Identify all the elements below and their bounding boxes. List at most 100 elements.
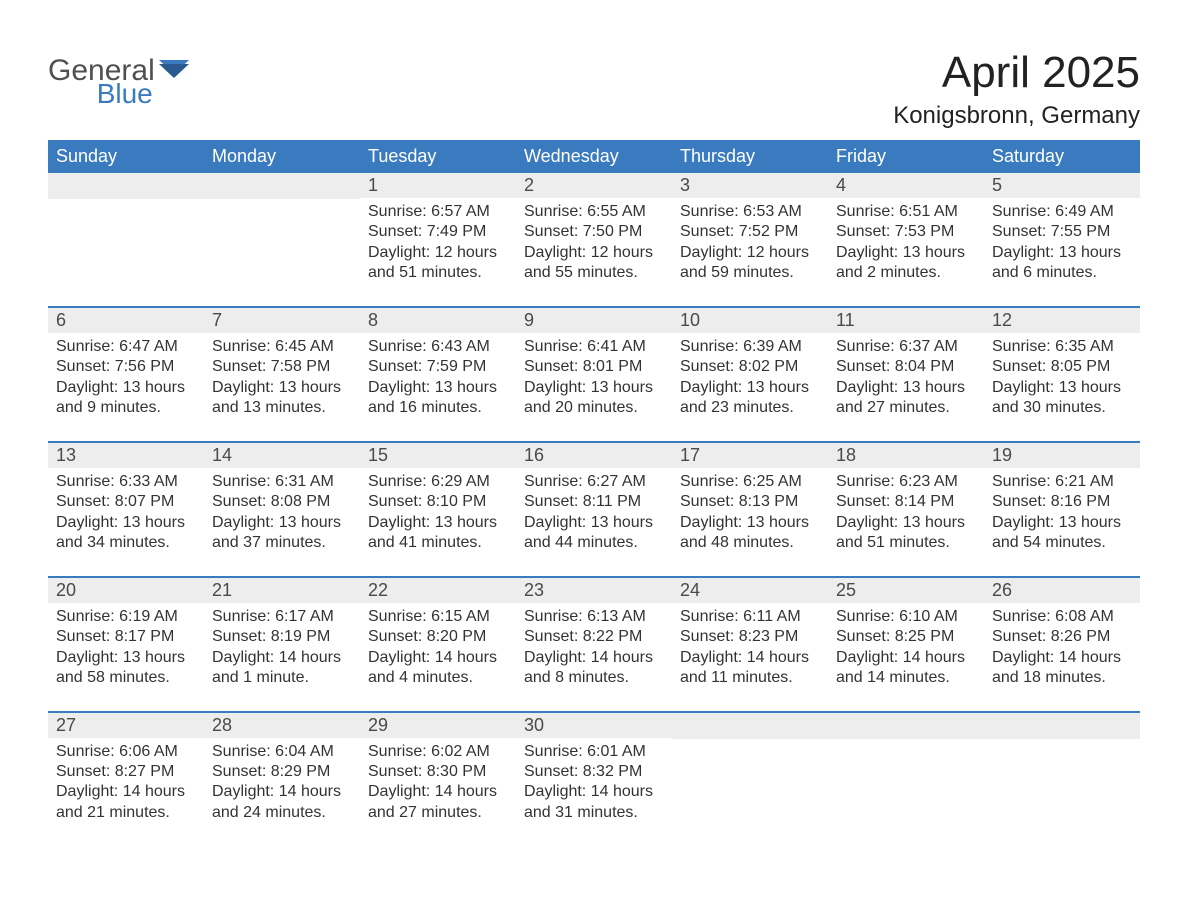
weekday-header: Sunday bbox=[48, 140, 204, 173]
day-number: 2 bbox=[516, 173, 672, 198]
day-details: Sunrise: 6:41 AMSunset: 8:01 PMDaylight:… bbox=[516, 333, 672, 419]
sunrise-text: Sunrise: 6:47 AM bbox=[56, 337, 196, 357]
day-number: 26 bbox=[984, 578, 1140, 603]
sunrise-text: Sunrise: 6:04 AM bbox=[212, 742, 352, 762]
sunset-text: Sunset: 8:04 PM bbox=[836, 357, 976, 377]
weeks-container: 1Sunrise: 6:57 AMSunset: 7:49 PMDaylight… bbox=[48, 173, 1140, 835]
daylight-text: Daylight: 13 hours and 48 minutes. bbox=[680, 513, 820, 554]
daylight-text: Daylight: 14 hours and 1 minute. bbox=[212, 648, 352, 689]
calendar-cell bbox=[672, 713, 828, 836]
sunset-text: Sunset: 8:05 PM bbox=[992, 357, 1132, 377]
daylight-text: Daylight: 14 hours and 14 minutes. bbox=[836, 648, 976, 689]
day-number bbox=[204, 173, 360, 199]
day-number-row: 6 bbox=[48, 308, 204, 333]
daylight-text: Daylight: 13 hours and 30 minutes. bbox=[992, 378, 1132, 419]
day-number: 15 bbox=[360, 443, 516, 468]
calendar-cell: 2Sunrise: 6:55 AMSunset: 7:50 PMDaylight… bbox=[516, 173, 672, 296]
calendar-cell: 11Sunrise: 6:37 AMSunset: 8:04 PMDayligh… bbox=[828, 308, 984, 431]
sunrise-text: Sunrise: 6:10 AM bbox=[836, 607, 976, 627]
sunset-text: Sunset: 8:27 PM bbox=[56, 762, 196, 782]
day-number-row: 17 bbox=[672, 443, 828, 468]
day-details: Sunrise: 6:06 AMSunset: 8:27 PMDaylight:… bbox=[48, 738, 204, 824]
weekday-header: Thursday bbox=[672, 140, 828, 173]
day-details: Sunrise: 6:13 AMSunset: 8:22 PMDaylight:… bbox=[516, 603, 672, 689]
sunset-text: Sunset: 8:16 PM bbox=[992, 492, 1132, 512]
sunset-text: Sunset: 8:23 PM bbox=[680, 627, 820, 647]
day-number: 19 bbox=[984, 443, 1140, 468]
calendar-week: 20Sunrise: 6:19 AMSunset: 8:17 PMDayligh… bbox=[48, 576, 1140, 701]
daylight-text: Daylight: 12 hours and 51 minutes. bbox=[368, 243, 508, 284]
calendar-cell: 21Sunrise: 6:17 AMSunset: 8:19 PMDayligh… bbox=[204, 578, 360, 701]
sunset-text: Sunset: 8:13 PM bbox=[680, 492, 820, 512]
calendar-cell: 30Sunrise: 6:01 AMSunset: 8:32 PMDayligh… bbox=[516, 713, 672, 836]
day-details: Sunrise: 6:29 AMSunset: 8:10 PMDaylight:… bbox=[360, 468, 516, 554]
sunset-text: Sunset: 7:52 PM bbox=[680, 222, 820, 242]
sunrise-text: Sunrise: 6:55 AM bbox=[524, 202, 664, 222]
day-number bbox=[672, 713, 828, 739]
day-number-row: 11 bbox=[828, 308, 984, 333]
day-details: Sunrise: 6:37 AMSunset: 8:04 PMDaylight:… bbox=[828, 333, 984, 419]
day-details: Sunrise: 6:43 AMSunset: 7:59 PMDaylight:… bbox=[360, 333, 516, 419]
day-number-row: 10 bbox=[672, 308, 828, 333]
day-details: Sunrise: 6:55 AMSunset: 7:50 PMDaylight:… bbox=[516, 198, 672, 284]
sunset-text: Sunset: 7:59 PM bbox=[368, 357, 508, 377]
daylight-text: Daylight: 13 hours and 37 minutes. bbox=[212, 513, 352, 554]
sunrise-text: Sunrise: 6:23 AM bbox=[836, 472, 976, 492]
day-number: 12 bbox=[984, 308, 1140, 333]
daylight-text: Daylight: 14 hours and 11 minutes. bbox=[680, 648, 820, 689]
day-number: 28 bbox=[204, 713, 360, 738]
calendar-cell: 18Sunrise: 6:23 AMSunset: 8:14 PMDayligh… bbox=[828, 443, 984, 566]
sunrise-text: Sunrise: 6:57 AM bbox=[368, 202, 508, 222]
sunrise-text: Sunrise: 6:35 AM bbox=[992, 337, 1132, 357]
day-details: Sunrise: 6:23 AMSunset: 8:14 PMDaylight:… bbox=[828, 468, 984, 554]
day-number-row: 5 bbox=[984, 173, 1140, 198]
day-details: Sunrise: 6:33 AMSunset: 8:07 PMDaylight:… bbox=[48, 468, 204, 554]
day-number-row: 2 bbox=[516, 173, 672, 198]
sunset-text: Sunset: 8:32 PM bbox=[524, 762, 664, 782]
day-number: 3 bbox=[672, 173, 828, 198]
daylight-text: Daylight: 13 hours and 16 minutes. bbox=[368, 378, 508, 419]
day-details: Sunrise: 6:01 AMSunset: 8:32 PMDaylight:… bbox=[516, 738, 672, 824]
calendar-week: 27Sunrise: 6:06 AMSunset: 8:27 PMDayligh… bbox=[48, 711, 1140, 836]
day-details: Sunrise: 6:11 AMSunset: 8:23 PMDaylight:… bbox=[672, 603, 828, 689]
sunset-text: Sunset: 8:19 PM bbox=[212, 627, 352, 647]
daylight-text: Daylight: 14 hours and 27 minutes. bbox=[368, 782, 508, 823]
daylight-text: Daylight: 12 hours and 55 minutes. bbox=[524, 243, 664, 284]
sunrise-text: Sunrise: 6:13 AM bbox=[524, 607, 664, 627]
calendar-cell: 24Sunrise: 6:11 AMSunset: 8:23 PMDayligh… bbox=[672, 578, 828, 701]
sunrise-text: Sunrise: 6:37 AM bbox=[836, 337, 976, 357]
calendar-cell: 14Sunrise: 6:31 AMSunset: 8:08 PMDayligh… bbox=[204, 443, 360, 566]
sunset-text: Sunset: 8:11 PM bbox=[524, 492, 664, 512]
sunset-text: Sunset: 8:14 PM bbox=[836, 492, 976, 512]
daylight-text: Daylight: 14 hours and 18 minutes. bbox=[992, 648, 1132, 689]
calendar-week: 1Sunrise: 6:57 AMSunset: 7:49 PMDaylight… bbox=[48, 173, 1140, 296]
day-number-row: 27 bbox=[48, 713, 204, 738]
daylight-text: Daylight: 13 hours and 9 minutes. bbox=[56, 378, 196, 419]
day-details: Sunrise: 6:15 AMSunset: 8:20 PMDaylight:… bbox=[360, 603, 516, 689]
daylight-text: Daylight: 14 hours and 21 minutes. bbox=[56, 782, 196, 823]
day-details: Sunrise: 6:51 AMSunset: 7:53 PMDaylight:… bbox=[828, 198, 984, 284]
day-number-row: 19 bbox=[984, 443, 1140, 468]
calendar-week: 6Sunrise: 6:47 AMSunset: 7:56 PMDaylight… bbox=[48, 306, 1140, 431]
day-number-row: 1 bbox=[360, 173, 516, 198]
day-number: 8 bbox=[360, 308, 516, 333]
month-title: April 2025 bbox=[893, 48, 1140, 98]
day-details: Sunrise: 6:47 AMSunset: 7:56 PMDaylight:… bbox=[48, 333, 204, 419]
day-number: 27 bbox=[48, 713, 204, 738]
day-details: Sunrise: 6:45 AMSunset: 7:58 PMDaylight:… bbox=[204, 333, 360, 419]
day-number-row: 30 bbox=[516, 713, 672, 738]
day-details: Sunrise: 6:57 AMSunset: 7:49 PMDaylight:… bbox=[360, 198, 516, 284]
calendar-cell bbox=[984, 713, 1140, 836]
day-number-row: 24 bbox=[672, 578, 828, 603]
calendar-cell: 16Sunrise: 6:27 AMSunset: 8:11 PMDayligh… bbox=[516, 443, 672, 566]
day-number-row: 23 bbox=[516, 578, 672, 603]
day-number-row: 12 bbox=[984, 308, 1140, 333]
day-number-row: 25 bbox=[828, 578, 984, 603]
day-details: Sunrise: 6:21 AMSunset: 8:16 PMDaylight:… bbox=[984, 468, 1140, 554]
day-number bbox=[984, 713, 1140, 739]
day-number: 22 bbox=[360, 578, 516, 603]
sunrise-text: Sunrise: 6:06 AM bbox=[56, 742, 196, 762]
sunrise-text: Sunrise: 6:39 AM bbox=[680, 337, 820, 357]
logo-text: General Blue bbox=[48, 56, 155, 108]
sunset-text: Sunset: 8:02 PM bbox=[680, 357, 820, 377]
